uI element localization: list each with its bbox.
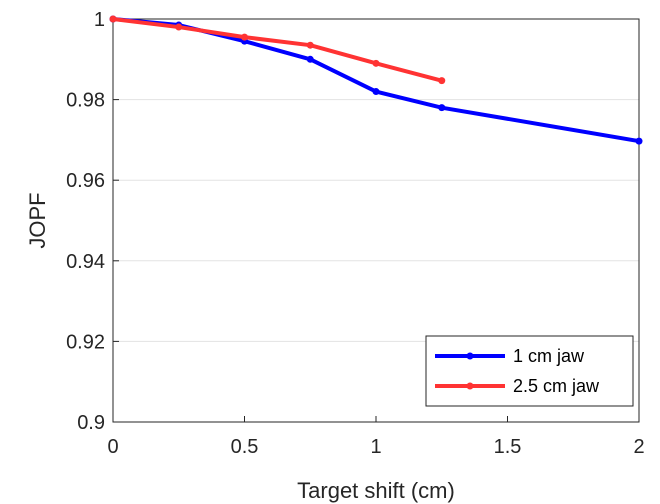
x-tick-label: 1.5 xyxy=(494,436,522,458)
x-tick-label: 0.5 xyxy=(231,436,259,458)
x-axis-label: Target shift (cm) xyxy=(297,478,455,503)
data-point xyxy=(635,137,643,145)
legend-box xyxy=(425,335,634,407)
legend-marker xyxy=(466,382,474,390)
series-line xyxy=(111,17,444,83)
y-tick-label: 0.9 xyxy=(77,412,105,434)
x-tick-label: 2 xyxy=(633,436,644,458)
y-tick-label: 0.92 xyxy=(66,331,105,353)
legend-label: 2.5 cm jaw xyxy=(513,376,600,396)
series-line xyxy=(111,17,641,144)
series-layer xyxy=(109,15,643,145)
data-point xyxy=(438,77,446,85)
y-tick-label: 1 xyxy=(94,9,105,31)
legend: 1 cm jaw 2.5 cm jaw xyxy=(425,335,634,407)
series-1-cm-jaw xyxy=(109,15,643,145)
legend-label: 1 cm jaw xyxy=(513,346,585,366)
data-point xyxy=(241,33,248,41)
x-tick-label: 1 xyxy=(370,436,381,458)
x-tick-label: 0 xyxy=(107,436,118,458)
y-tick-label: 0.94 xyxy=(66,251,105,273)
legend-item: 1 cm jaw xyxy=(435,346,585,366)
y-axis-label: JOPF xyxy=(25,192,50,248)
legend-item: 2.5 cm jaw xyxy=(435,376,600,396)
data-point xyxy=(372,59,380,67)
y-tick-label: 0.96 xyxy=(66,170,105,192)
data-point xyxy=(372,88,380,96)
data-point xyxy=(175,23,183,31)
y-tick-label: 0.98 xyxy=(66,90,105,112)
data-point xyxy=(306,55,314,63)
legend-marker xyxy=(466,352,474,360)
axis-ticks: 0.9 0.92 0.94 0.96 0.98 1 0 0.5 1 1.5 2 xyxy=(66,9,645,458)
data-point xyxy=(109,15,117,23)
series-2-5-cm-jaw xyxy=(109,15,446,85)
data-point xyxy=(438,104,446,112)
data-point xyxy=(306,41,314,49)
